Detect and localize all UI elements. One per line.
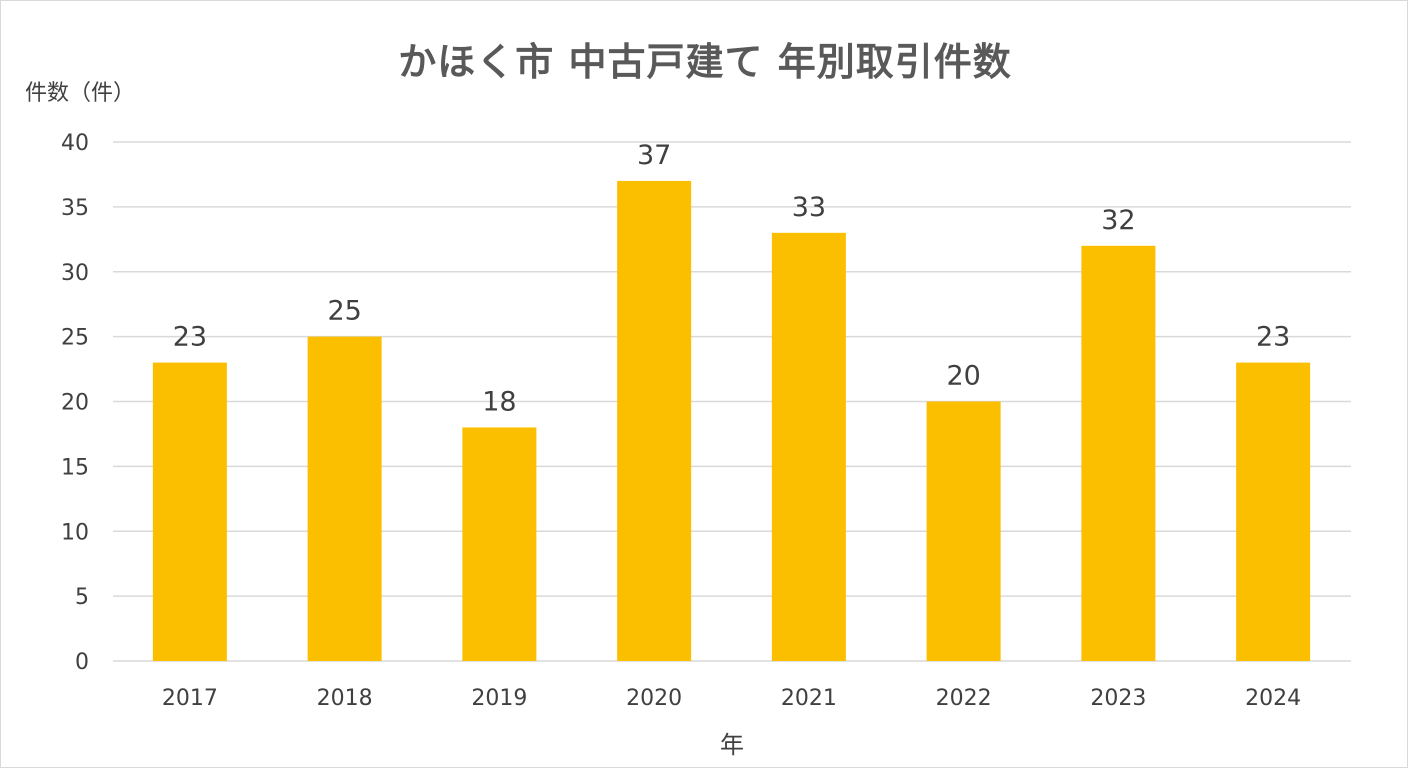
x-tick-label-2017: 2017: [162, 686, 218, 711]
y-axis-title: 件数（件）: [25, 81, 136, 106]
data-label-2019: 18: [482, 386, 516, 417]
bar-2024: [1236, 362, 1311, 661]
y-tick-label: 40: [61, 131, 89, 156]
data-label-2018: 25: [327, 296, 361, 327]
y-tick-label: 10: [61, 520, 89, 545]
data-labels: 23 25 18 37 33 20 32 23: [173, 140, 1291, 418]
data-label-2020: 37: [637, 140, 671, 171]
y-tick-label: 25: [61, 326, 89, 351]
chart-title: かほく市 中古戸建て 年別取引件数: [398, 40, 1012, 84]
data-label-2021: 33: [792, 192, 826, 223]
x-tick-label-2022: 2022: [936, 686, 992, 711]
bar-2018: [307, 336, 382, 661]
bars: [152, 180, 1311, 662]
data-label-2024: 23: [1256, 322, 1290, 353]
bar-2017: [152, 362, 227, 661]
bar-2021: [771, 232, 846, 661]
y-tick-label: 20: [61, 391, 89, 416]
x-tick-label-2018: 2018: [317, 686, 373, 711]
data-label-2022: 20: [946, 361, 980, 392]
y-tick-label: 15: [61, 455, 89, 480]
x-tick-label-2021: 2021: [781, 686, 837, 711]
data-label-2017: 23: [173, 322, 207, 353]
bar-2020: [617, 180, 692, 662]
y-tick-label: 0: [75, 650, 89, 675]
x-tick-label-2023: 2023: [1090, 686, 1146, 711]
x-axis-title: 年: [720, 731, 744, 759]
bar-2023: [1081, 245, 1156, 662]
bar-2019: [462, 427, 537, 661]
y-tick-label: 35: [61, 196, 89, 221]
x-tick-label-2019: 2019: [471, 686, 527, 711]
x-tick-label-2024: 2024: [1245, 686, 1301, 711]
y-axis-ticks: 0 5 10 15 20 25 30 35 40: [61, 131, 89, 675]
y-tick-label: 5: [75, 585, 89, 610]
y-tick-label: 30: [61, 261, 89, 286]
bar-2022: [926, 401, 1001, 661]
data-label-2023: 32: [1101, 205, 1135, 236]
x-axis-ticks: 2017 2018 2019 2020 2021 2022 2023 2024: [162, 686, 1301, 711]
x-tick-label-2020: 2020: [626, 686, 682, 711]
gridlines: [113, 141, 1351, 662]
